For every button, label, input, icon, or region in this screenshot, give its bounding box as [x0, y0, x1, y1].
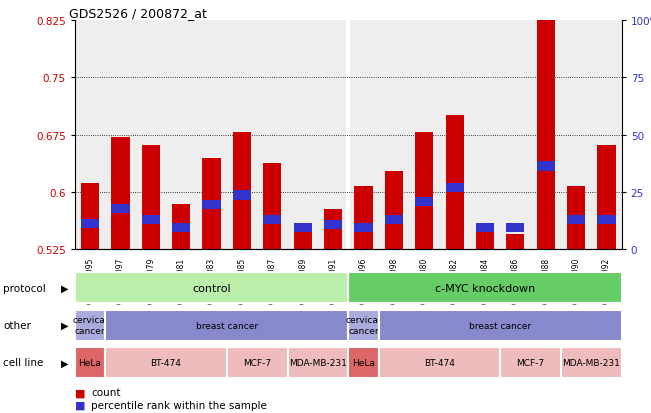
Text: ▶: ▶ [61, 320, 69, 330]
Bar [415, 197, 434, 206]
Text: MCF-7: MCF-7 [243, 358, 271, 367]
Bar [476, 232, 494, 250]
Bar [294, 223, 312, 232]
Bar [536, 0, 555, 250]
Bar [598, 145, 616, 250]
Bar [536, 162, 555, 171]
Text: other: other [3, 320, 31, 330]
Text: breast cancer: breast cancer [196, 321, 258, 330]
Text: BT-474: BT-474 [424, 358, 455, 367]
Bar [202, 158, 221, 250]
Text: cervical
cancer: cervical cancer [72, 316, 108, 335]
Bar [324, 209, 342, 250]
Bar [233, 133, 251, 250]
Text: ▶: ▶ [61, 357, 69, 368]
Bar [385, 171, 403, 250]
Text: MDA-MB-231: MDA-MB-231 [562, 358, 620, 367]
Text: cervical
cancer: cervical cancer [346, 316, 381, 335]
Text: ■: ■ [75, 387, 85, 397]
Bar [202, 200, 221, 209]
Text: percentile rank within the sample: percentile rank within the sample [91, 400, 267, 410]
Text: MDA-MB-231: MDA-MB-231 [289, 358, 347, 367]
Bar [445, 116, 464, 250]
Bar [567, 186, 585, 250]
Bar [476, 223, 494, 232]
Bar [506, 223, 525, 232]
Text: GDS2526 / 200872_at: GDS2526 / 200872_at [70, 7, 207, 19]
Text: breast cancer: breast cancer [469, 321, 531, 330]
Bar [567, 216, 585, 225]
Text: HeLa: HeLa [352, 358, 375, 367]
Bar [172, 223, 190, 232]
Text: ▶: ▶ [61, 283, 69, 293]
Text: MCF-7: MCF-7 [516, 358, 545, 367]
Bar [172, 204, 190, 250]
Text: ■: ■ [75, 400, 85, 410]
Text: HeLa: HeLa [79, 358, 102, 367]
Text: c-MYC knockdown: c-MYC knockdown [435, 283, 535, 293]
Bar [324, 220, 342, 229]
Bar [142, 216, 160, 225]
Text: protocol: protocol [3, 283, 46, 293]
Text: count: count [91, 387, 120, 397]
Bar [263, 164, 281, 250]
Bar [263, 216, 281, 225]
Text: cell line: cell line [3, 357, 44, 368]
Bar [81, 219, 99, 228]
Bar [506, 235, 525, 250]
Bar [354, 186, 372, 250]
Bar [445, 183, 464, 192]
Bar [142, 145, 160, 250]
Bar [354, 223, 372, 232]
Text: BT-474: BT-474 [150, 358, 182, 367]
Bar [111, 205, 130, 214]
Bar [294, 231, 312, 250]
Bar [598, 216, 616, 225]
Bar [233, 191, 251, 200]
Bar [81, 183, 99, 250]
Bar [415, 133, 434, 250]
Bar [111, 138, 130, 250]
Text: control: control [192, 283, 231, 293]
Bar [385, 216, 403, 225]
